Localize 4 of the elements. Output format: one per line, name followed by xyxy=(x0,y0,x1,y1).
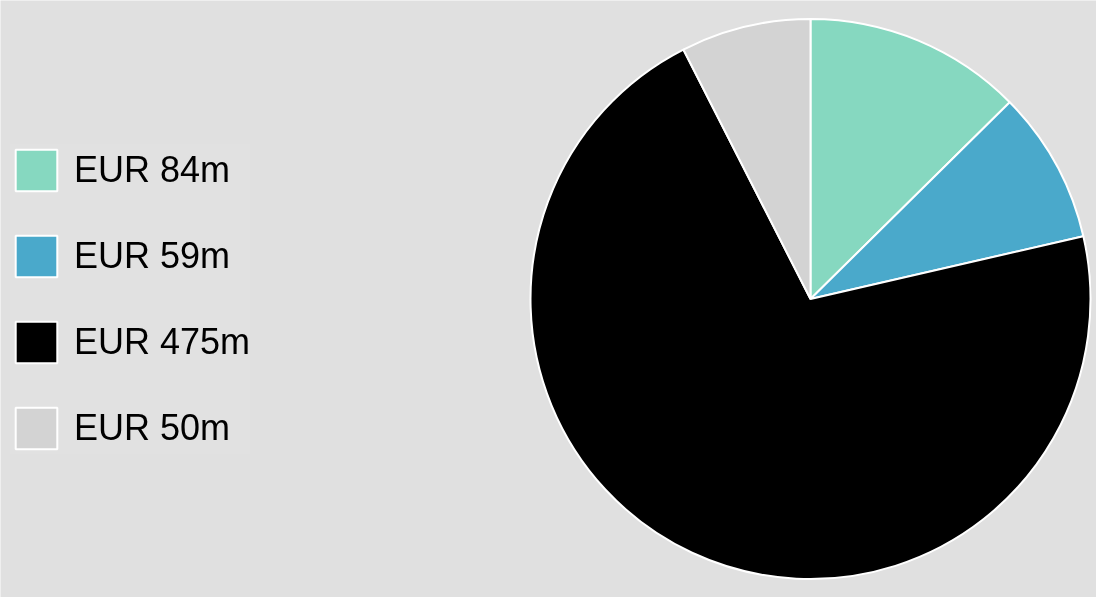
legend-label: EUR 475m xyxy=(74,319,251,364)
legend-label: EUR 59m xyxy=(74,233,231,278)
legend-label: EUR 50m xyxy=(74,405,231,450)
legend-label: EUR 84m xyxy=(74,147,231,192)
